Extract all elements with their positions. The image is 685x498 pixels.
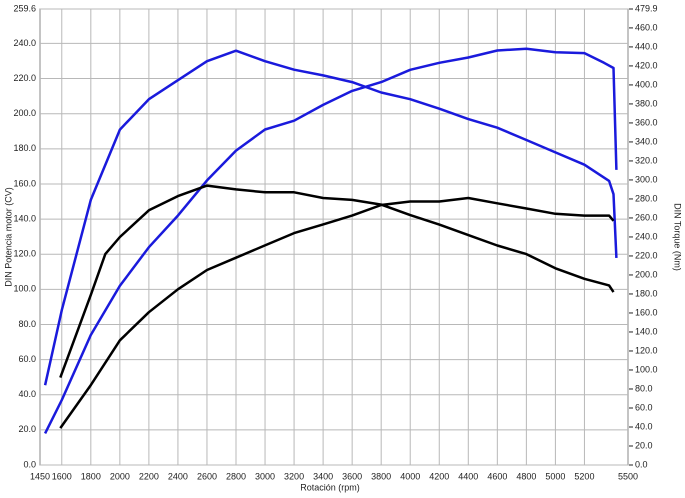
- x-tick-label: 4800: [516, 471, 536, 481]
- x-tick-label: 2000: [110, 471, 130, 481]
- y2-tick-label: 460.0: [635, 22, 658, 32]
- y2-tick-label: 140.0: [635, 326, 658, 336]
- y-tick-label: 120.0: [13, 249, 36, 259]
- x-tick-label: 3000: [255, 471, 275, 481]
- y-tick-label: 200.0: [13, 108, 36, 118]
- y-tick-label: 240.0: [13, 38, 36, 48]
- y2-tick-label: 320.0: [635, 155, 658, 165]
- line-series: [43, 49, 618, 386]
- y2-tick-label: 120.0: [635, 345, 658, 355]
- x-axis-title: Rotación (rpm): [300, 482, 360, 492]
- y-tick-label: 80.0: [18, 319, 36, 329]
- y-tick-label: 100.0: [13, 284, 36, 294]
- x-tick-label: 4600: [487, 471, 507, 481]
- y2-tick-label: 260.0: [635, 212, 658, 222]
- x-tick-label: 5000: [545, 471, 565, 481]
- y-tick-label: 259.6: [13, 3, 36, 13]
- y-tick-label: 20.0: [18, 424, 36, 434]
- y2-tick-label: 180.0: [635, 288, 658, 298]
- x-tick-label: 3600: [342, 471, 362, 481]
- x-tick-label: 4000: [400, 471, 420, 481]
- y2-tick-label: 80.0: [635, 383, 653, 393]
- y2-axis-title: DIN Torque (Nm): [673, 203, 683, 271]
- plot-area: [39, 8, 629, 466]
- y2-tick-label: 20.0: [635, 440, 653, 450]
- y2-tick-label: 160.0: [635, 307, 658, 317]
- y2-tick-label: 360.0: [635, 117, 658, 127]
- y-tick-label: 160.0: [13, 178, 36, 188]
- x-tick-label: 4200: [429, 471, 449, 481]
- y2-tick-label: 479.9: [635, 3, 658, 13]
- x-tick-label: 3800: [371, 471, 391, 481]
- x-tick-label: 2800: [226, 471, 246, 481]
- y2-tick-label: 240.0: [635, 231, 658, 241]
- x-tick-label: 2200: [139, 471, 159, 481]
- y-tick-label: 40.0: [18, 389, 36, 399]
- y2-tick-label: 40.0: [635, 421, 653, 431]
- line-series: [59, 184, 615, 379]
- x-tick-label: 3200: [284, 471, 304, 481]
- x-tick-label: 1450: [30, 471, 50, 481]
- y-tick-label: 140.0: [13, 213, 36, 223]
- y-tick-label: 60.0: [18, 354, 36, 364]
- line-series: [43, 47, 618, 434]
- y2-tick-label: 60.0: [635, 402, 653, 412]
- y2-tick-label: 100.0: [635, 364, 658, 374]
- y2-tick-label: 400.0: [635, 79, 658, 89]
- x-tick-label: 1600: [52, 471, 72, 481]
- y2-tick-label: 380.0: [635, 98, 658, 108]
- x-tick-label: 5200: [574, 471, 594, 481]
- y2-tick-label: 340.0: [635, 136, 658, 146]
- y-tick-label: 180.0: [13, 143, 36, 153]
- line-series: [59, 196, 615, 429]
- y2-tick-label: 200.0: [635, 269, 658, 279]
- x-tick-label: 1800: [81, 471, 101, 481]
- x-tick-label: 5500: [618, 471, 638, 481]
- y2-tick-label: 420.0: [635, 60, 658, 70]
- y2-tick-label: 280.0: [635, 193, 658, 203]
- x-tick-label: 2600: [197, 471, 217, 481]
- y2-tick-label: 440.0: [635, 41, 658, 51]
- y2-tick-label: 300.0: [635, 174, 658, 184]
- x-tick-label: 2400: [168, 471, 188, 481]
- y2-tick-label: 0.0: [635, 459, 648, 469]
- y-axis-title: DIN Potencia motor (CV): [3, 187, 13, 287]
- y-tick-label: 0.0: [23, 459, 36, 469]
- y2-tick-label: 220.0: [635, 250, 658, 260]
- x-tick-label: 3400: [313, 471, 333, 481]
- x-tick-label: 4400: [458, 471, 478, 481]
- y-tick-label: 220.0: [13, 73, 36, 83]
